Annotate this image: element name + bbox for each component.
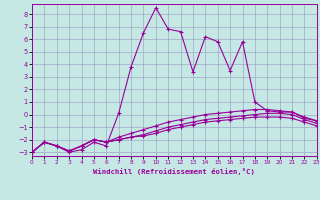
X-axis label: Windchill (Refroidissement éolien,°C): Windchill (Refroidissement éolien,°C) [93, 168, 255, 175]
